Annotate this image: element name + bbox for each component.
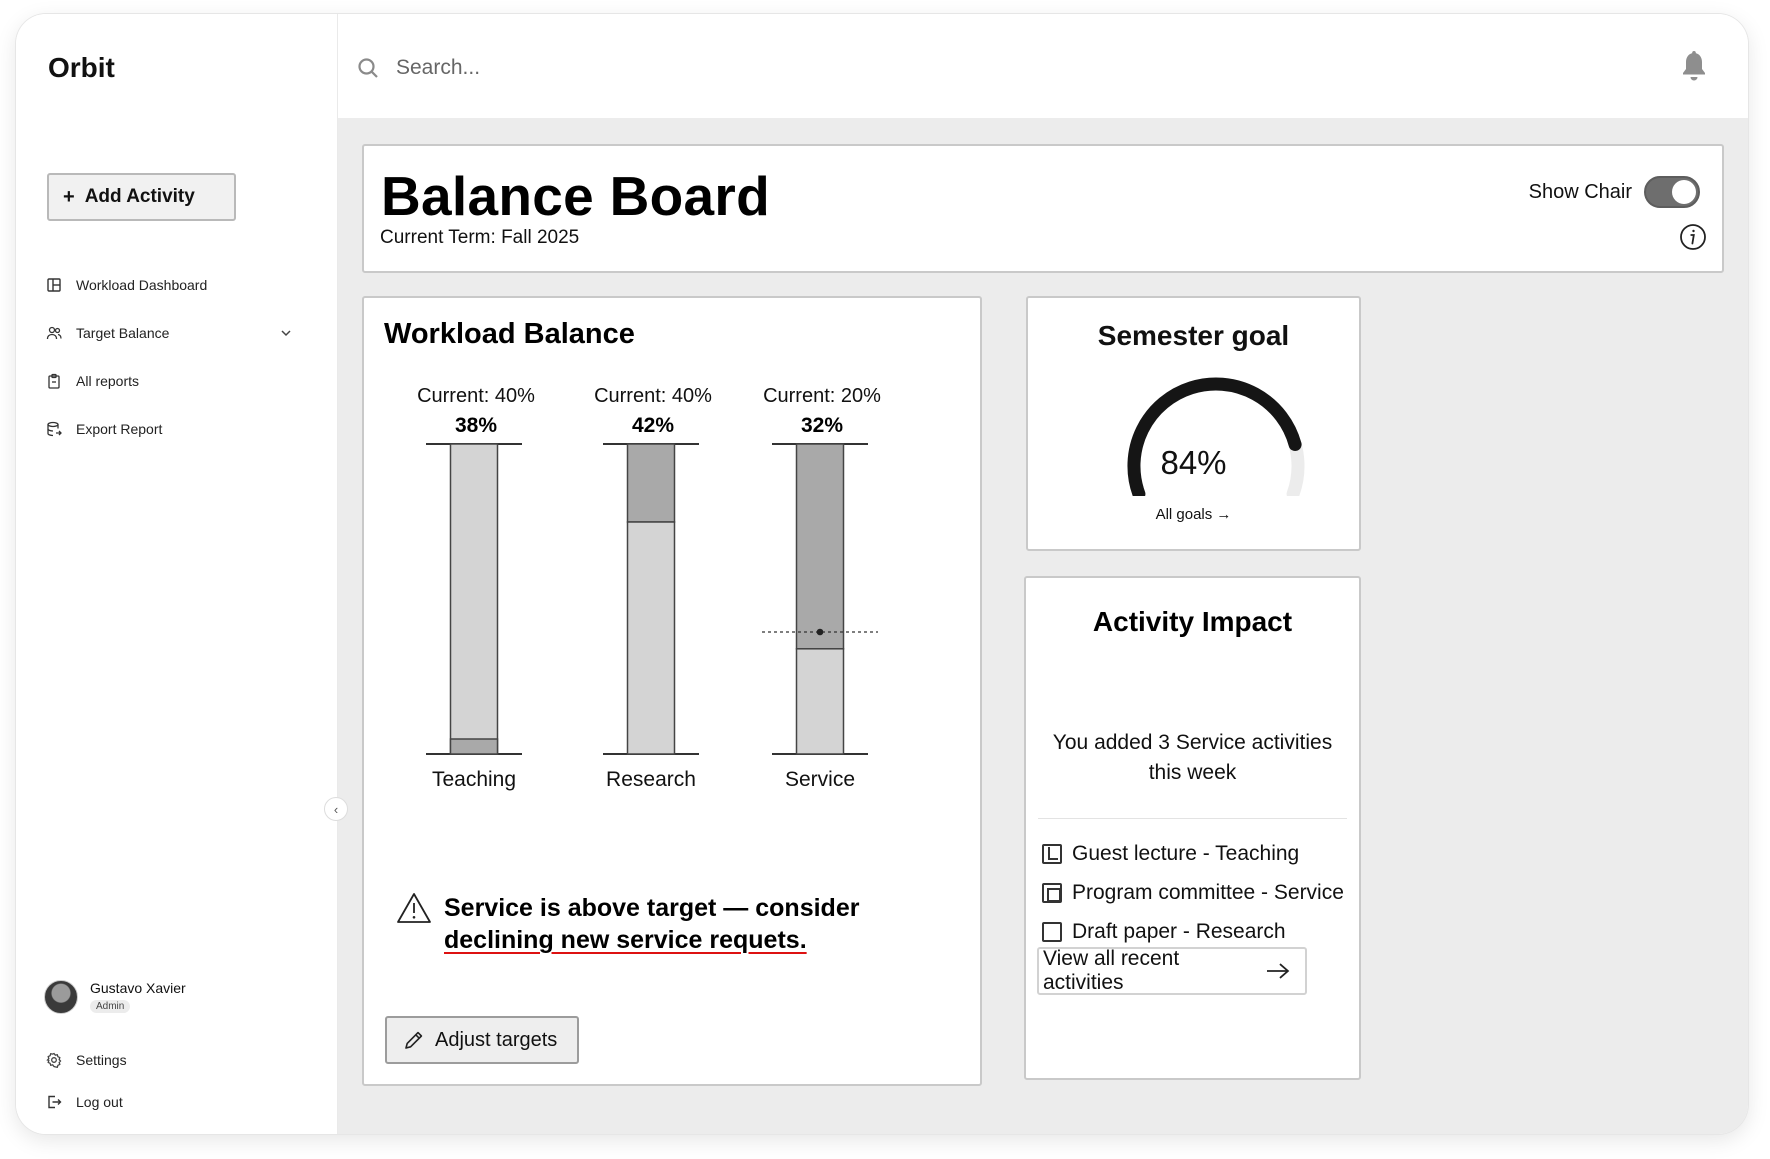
database-icon <box>47 421 62 437</box>
activity-label: Guest lecture - Teaching <box>1072 841 1300 865</box>
adjust-targets-button[interactable]: Adjust targets <box>385 1016 579 1064</box>
bar-target-label: Current: 20% <box>763 385 881 407</box>
chevron-left-icon: ‹ <box>333 801 339 817</box>
workload-chart: Current: 40% 38% Teaching Current: 40% 42% Re… <box>417 385 881 791</box>
gear-icon <box>46 1052 62 1068</box>
warning-icon <box>397 893 431 923</box>
sidebar-footer: Settings Log out <box>44 1039 294 1123</box>
target-marker <box>816 628 824 636</box>
logout-icon <box>48 1095 62 1109</box>
goal-percent: 84% <box>1160 444 1227 481</box>
topbar <box>338 14 1748 118</box>
sidebar-item-all-reports[interactable]: All reports <box>44 357 294 405</box>
sidebar-item-label: Workload Dashboard <box>76 277 208 293</box>
clipboard-icon <box>48 373 60 389</box>
add-activity-button[interactable]: + Add Activity <box>47 173 236 221</box>
sidebar-item-target-balance[interactable]: Target Balance <box>44 309 294 357</box>
info-icon[interactable] <box>1678 222 1708 252</box>
checkbox-partial[interactable] <box>1042 882 1062 903</box>
search-input[interactable] <box>396 56 916 80</box>
workload-balance-card: Workload Balance Current: 40% 38% Teaching… <box>362 296 982 1086</box>
bar-target-label: Current: 40% <box>417 385 535 407</box>
activity-label: Draft paper - Research <box>1072 919 1286 943</box>
sidebar-nav: Workload Dashboard Target Balance All re… <box>44 261 294 453</box>
activity-message: You added 3 Service activities this week <box>1052 731 1333 784</box>
semester-goal-card: Semester goal 84% All goals → <box>1026 296 1361 551</box>
bar-segment-base <box>626 521 676 755</box>
sidebar-item-label: Settings <box>76 1052 127 1068</box>
bar-value-label: 32% <box>801 414 843 437</box>
chevron-down-icon[interactable] <box>278 325 294 341</box>
bar-value-label: 38% <box>455 414 497 437</box>
user-profile[interactable]: Gustavo Xavier Admin <box>44 980 186 1014</box>
sidebar-item-workload-dashboard[interactable]: Workload Dashboard <box>44 261 294 309</box>
app-window: Orbit + Add Activity Workload Dashboard … <box>16 14 1748 1134</box>
activity-item[interactable]: Program committee - Service <box>1042 873 1344 912</box>
sidebar-item-label: Log out <box>76 1094 123 1110</box>
sidebar-item-settings[interactable]: Settings <box>44 1039 294 1081</box>
sidebar-item-label: Export Report <box>76 421 163 437</box>
activity-label: Program committee - Service <box>1072 880 1344 904</box>
warning-line-1: Service is above target — consider <box>444 894 860 922</box>
sidebar-item-label: All reports <box>76 373 140 389</box>
search-icon <box>358 58 378 78</box>
users-icon <box>46 326 62 340</box>
bar-segment-base <box>795 648 845 755</box>
sidebar-item-logout[interactable]: Log out <box>44 1081 294 1123</box>
page-title: Balance Board <box>381 165 771 227</box>
bar-segment-base <box>449 443 499 755</box>
plus-icon: + <box>63 186 75 208</box>
warning-message: Service is above target — consider decli… <box>396 892 956 956</box>
bar-value-label: 42% <box>632 414 674 437</box>
user-role-badge: Admin <box>90 1000 131 1013</box>
activity-impact-card: Activity Impact You added 3 Service acti… <box>1024 576 1361 1080</box>
bar-segment-over <box>795 443 845 650</box>
pencil-icon <box>405 1031 423 1049</box>
toggle-knob <box>1672 180 1696 204</box>
checkbox-checked[interactable] <box>1042 843 1062 864</box>
bar-category-label: Research <box>606 768 696 791</box>
activity-item[interactable]: Guest lecture - Teaching <box>1042 834 1344 873</box>
sidebar-item-export-report[interactable]: Export Report <box>44 405 294 453</box>
user-name: Gustavo Xavier <box>90 980 186 996</box>
arrow-right-icon <box>1267 963 1290 979</box>
current-term: Current Term: Fall 2025 <box>380 227 580 248</box>
main-content: Balance Board Current Term: Fall 2025 Sh… <box>338 118 1748 1134</box>
collapse-sidebar-button[interactable]: ‹ <box>324 797 348 821</box>
gauge-fill <box>1127 377 1302 496</box>
search-bar <box>356 56 916 80</box>
bar-category-label: Teaching <box>432 768 516 791</box>
adjust-targets-label: Adjust targets <box>435 1028 558 1051</box>
sidebar-item-label: Target Balance <box>76 325 170 341</box>
all-goals-link[interactable]: All goals → <box>1155 506 1232 523</box>
show-chair-toggle[interactable] <box>1644 176 1700 208</box>
dashboard-icon <box>47 278 61 292</box>
add-activity-label: Add Activity <box>84 186 195 207</box>
activity-item[interactable]: Draft paper - Research <box>1042 912 1344 951</box>
bar-category-label: Service <box>785 768 855 791</box>
warning-line-2: declining new service requets. <box>444 926 807 954</box>
bar-segment-over <box>626 443 676 523</box>
bar-target-label: Current: 40% <box>594 385 712 407</box>
checkbox-unchecked[interactable] <box>1042 921 1062 942</box>
activity-list: Guest lecture - Teaching Program committ… <box>1042 834 1344 951</box>
goal-gauge <box>1127 377 1305 496</box>
avatar <box>44 980 78 1014</box>
app-logo: Orbit <box>48 52 115 83</box>
semester-goal-title: Semester goal <box>1097 320 1290 351</box>
page-header-card: Balance Board Current Term: Fall 2025 Sh… <box>362 144 1724 273</box>
view-all-label: View all recent activities <box>1043 947 1180 994</box>
sidebar: Orbit + Add Activity Workload Dashboard … <box>16 14 338 1134</box>
view-all-activities-button[interactable]: View all recent activities <box>1037 947 1307 995</box>
activity-impact-title: Activity Impact <box>1092 606 1293 637</box>
divider <box>1038 818 1347 819</box>
bell-icon[interactable] <box>1680 50 1708 82</box>
workload-balance-title: Workload Balance <box>384 318 635 350</box>
show-chair-label: Show Chair <box>1528 181 1632 203</box>
bar-segment-gap <box>449 738 499 755</box>
